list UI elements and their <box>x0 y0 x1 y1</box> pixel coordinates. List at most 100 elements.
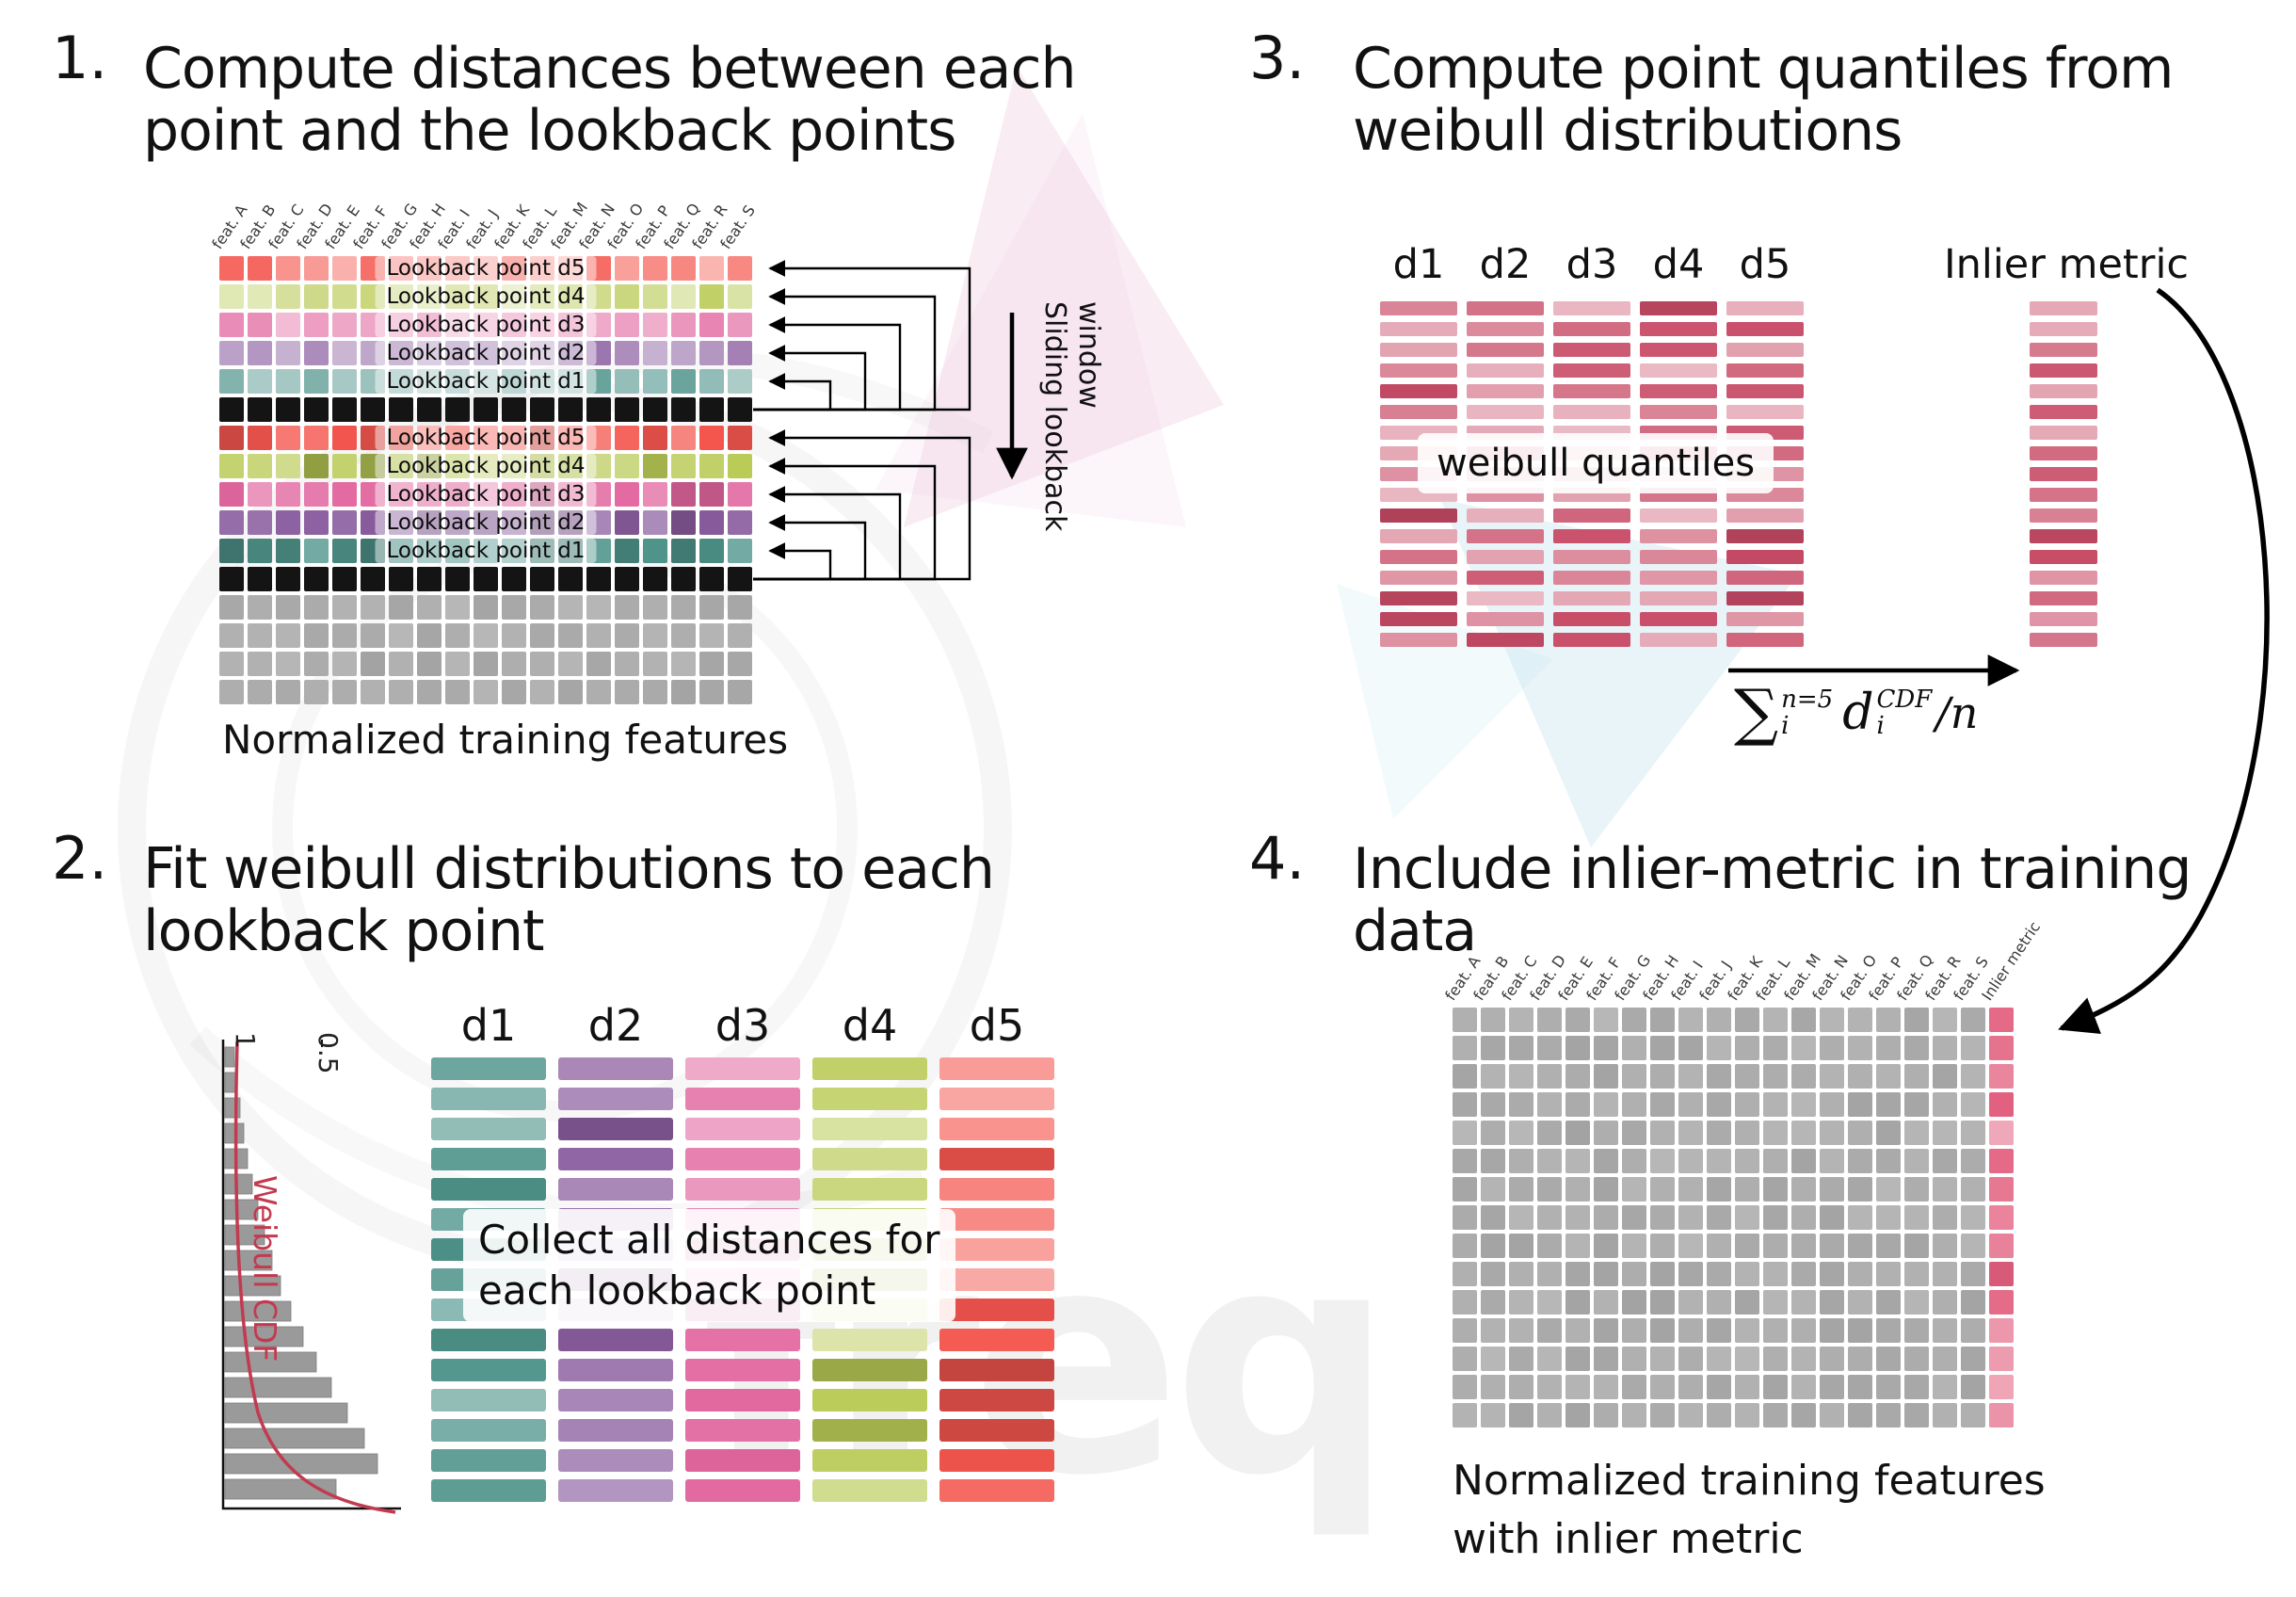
feature-cell <box>389 623 413 648</box>
feature-cell <box>1453 1177 1477 1202</box>
feature-cell <box>1848 1177 1872 1202</box>
feature-cell <box>1763 1008 1788 1032</box>
feature-cell <box>728 567 752 591</box>
quantile-bar <box>1467 343 1544 357</box>
feature-cell <box>248 397 272 422</box>
quantile-bar <box>1726 405 1804 419</box>
quantile-bar <box>1640 322 1717 336</box>
feature-cell <box>248 454 272 478</box>
feature-cell <box>304 256 329 281</box>
feature-cell <box>445 313 470 337</box>
quantile-bar <box>1640 591 1717 605</box>
feature-cell <box>332 341 357 365</box>
feature-cell <box>276 623 300 648</box>
feature-cell <box>671 623 696 648</box>
feature-cell <box>671 369 696 394</box>
feature-cell <box>361 595 385 620</box>
feature-cell <box>1933 1064 1957 1089</box>
step1-title-line1: Compute distances between each <box>143 36 1076 102</box>
feature-cell <box>586 369 611 394</box>
distance-bar <box>939 1299 1054 1321</box>
feature-cell <box>1763 1121 1788 1145</box>
feature-cell <box>1678 1234 1703 1258</box>
feature-cell <box>474 510 498 535</box>
feature-cell <box>361 284 385 309</box>
feature-cell <box>1961 1234 1985 1258</box>
feature-cell <box>332 256 357 281</box>
feature-cell <box>1481 1149 1505 1173</box>
feature-cell <box>1594 1347 1618 1371</box>
feature-cell <box>276 652 300 676</box>
inlier-metric-cell <box>1989 1234 2014 1258</box>
feature-cell <box>1876 1403 1901 1428</box>
lookback-row-d1 <box>219 369 752 394</box>
feature-cell <box>474 426 498 450</box>
lookback-row-d2 <box>219 341 752 365</box>
quantile-bar <box>1640 612 1717 626</box>
distance-bar <box>558 1359 673 1381</box>
feature-cell <box>530 652 554 676</box>
feature-cell <box>1453 1290 1477 1315</box>
feature-cell <box>474 454 498 478</box>
step2-title-line1: Fit weibull distributions to each <box>143 836 995 902</box>
feature-cell <box>417 595 442 620</box>
feature-cell <box>1961 1262 1985 1286</box>
feature-cell <box>1678 1121 1703 1145</box>
quantile-bar <box>1726 591 1804 605</box>
feature-cell <box>1622 1036 1646 1060</box>
feature-cell <box>530 567 554 591</box>
lookback-row-d5 <box>219 256 752 281</box>
inlier-metric-cell <box>1989 1092 2014 1117</box>
inlier-metric-cell <box>1989 1064 2014 1089</box>
feature-cell <box>304 652 329 676</box>
quantile-bar <box>1640 384 1717 398</box>
feature-cell <box>530 256 554 281</box>
distance-bar <box>812 1118 927 1140</box>
feature-cell <box>1650 1234 1675 1258</box>
feature-cell <box>1763 1036 1788 1060</box>
sum-limits: n=5 i <box>1781 686 1833 739</box>
feature-cell <box>615 539 639 563</box>
feature-cell <box>699 539 724 563</box>
distance-bar <box>939 1268 1054 1291</box>
feature-cell <box>1904 1064 1929 1089</box>
feature-cell <box>1650 1092 1675 1117</box>
feature-cell <box>1650 1290 1675 1315</box>
feature-cell <box>1481 1177 1505 1202</box>
feature-cell <box>1791 1205 1816 1230</box>
feature-cell <box>1848 1036 1872 1060</box>
feature-cell <box>389 369 413 394</box>
feature-cell <box>248 256 272 281</box>
feature-cell <box>1961 1149 1985 1173</box>
feature-cell <box>219 341 244 365</box>
quantile-bar <box>1640 363 1717 378</box>
feature-cell <box>530 680 554 704</box>
distance-histogram <box>224 1046 378 1500</box>
training-row <box>1453 1290 2014 1315</box>
feature-cell <box>1933 1347 1957 1371</box>
feature-cell <box>1481 1347 1505 1371</box>
lookback-row-d3 <box>219 482 752 507</box>
quantile-bar <box>1640 405 1717 419</box>
feature-cell <box>1622 1064 1646 1089</box>
feature-cell <box>389 539 413 563</box>
feature-cell <box>530 539 554 563</box>
feature-cell <box>304 454 329 478</box>
feature-cell <box>1565 1234 1590 1258</box>
feature-cell <box>1707 1262 1731 1286</box>
feature-cell <box>417 510 442 535</box>
feature-cell <box>1820 1177 1844 1202</box>
feature-cell <box>1876 1121 1901 1145</box>
inlier-metric-bar <box>2030 363 2097 378</box>
quantile-bar <box>1726 343 1804 357</box>
feature-cell <box>1650 1375 1675 1399</box>
feature-cell <box>1904 1092 1929 1117</box>
training-row <box>1453 1177 2014 1202</box>
feature-cell <box>530 397 554 422</box>
feature-cell <box>1791 1290 1816 1315</box>
quantile-bar <box>1467 633 1544 647</box>
feature-cell <box>1509 1375 1533 1399</box>
step4-caption: Normalized training features with inlier… <box>1453 1452 2046 1569</box>
feature-cell <box>1876 1177 1901 1202</box>
histogram-bar <box>224 1199 259 1220</box>
